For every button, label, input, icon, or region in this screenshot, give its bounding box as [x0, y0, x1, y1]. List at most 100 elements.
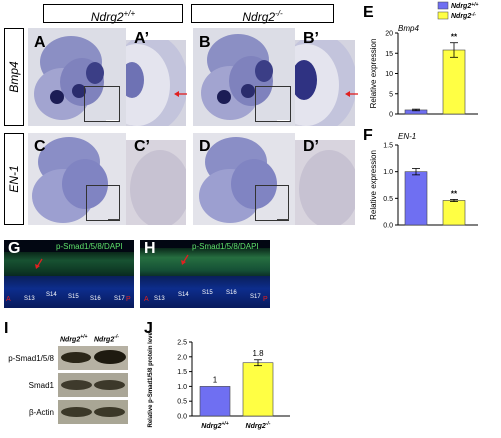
panel-label-e: E — [363, 4, 374, 21]
y-tick-label: 0.0 — [383, 223, 393, 230]
panel-h-stain-label: p-Smad1/5/8/DAPI — [192, 242, 259, 251]
somite-label: S15 — [202, 290, 213, 296]
y-tick-label: 1.5 — [177, 369, 187, 376]
somite-label: S17 — [114, 296, 125, 302]
significance-mark: ** — [451, 33, 458, 42]
somite-label: S15 — [68, 294, 79, 300]
somite-label: S13 — [24, 296, 35, 302]
western-col-wt-base: Ndrg2 — [60, 336, 81, 344]
header-wildtype: Ndrg2+/+ — [43, 4, 183, 24]
legend-label: Ndrg2+/+ — [451, 2, 479, 10]
red-arrow-b-prime — [345, 91, 358, 97]
chart-f-en1: 0.0 0.5 1.0 1.5 Relative expression ** — [369, 143, 478, 230]
y-tick-label: 1.0 — [177, 384, 187, 391]
western-blot-p-smad — [58, 346, 128, 370]
panel-label-c: C — [34, 138, 46, 155]
y-tick-label: 0.0 — [177, 414, 187, 421]
panel-label-f: F — [363, 127, 373, 144]
panel-b-embryo-image — [193, 28, 295, 126]
western-col-ko-sup: -/- — [114, 334, 119, 340]
panel-c-embryo-image — [28, 133, 126, 225]
anterior-label-g: A — [6, 296, 11, 303]
western-row-label: β-Actin — [28, 408, 54, 417]
data-label: 1 — [213, 375, 218, 384]
header-knockout: Ndrg2-/- — [191, 4, 334, 24]
western-col-header-ko: Ndrg2-/- — [94, 334, 119, 343]
chart-j-p-smad-level: 0.0 0.5 1.0 1.5 2.0 2.5 Relative p-Smad1/5/8 p… — [148, 330, 290, 430]
header-knockout-sup: -/- — [275, 9, 283, 18]
western-row-label: p-Smad1/5/8 — [8, 354, 54, 363]
anterior-label-h: A — [144, 296, 149, 303]
legend-label: Ndrg2-/- — [451, 12, 476, 20]
panel-a-inset-box — [84, 86, 120, 122]
panel-label-i: I — [4, 320, 9, 337]
legend-swatch — [437, 1, 449, 10]
y-tick-label: 20 — [385, 31, 393, 38]
somite-label: S16 — [226, 290, 237, 296]
panel-label-d-prime: D’ — [303, 138, 319, 155]
row-label-en1: EN-1 — [7, 165, 21, 193]
western-col-wt-sup: +/+ — [80, 334, 88, 340]
panel-label-a-prime: A’ — [134, 30, 150, 47]
western-blot-smad1 — [58, 373, 128, 397]
posterior-label-h: P — [263, 296, 268, 303]
x-tick-label: Ndrg2+/+ — [201, 421, 229, 430]
panel-g-stain-label: p-Smad1/5/8/DAPI — [56, 242, 123, 251]
bar — [442, 49, 466, 115]
panel-a-embryo-image — [28, 28, 126, 126]
y-tick-label: 0.5 — [383, 196, 393, 203]
bar — [242, 362, 274, 417]
red-arrow-g — [35, 258, 43, 269]
panel-label-b: B — [199, 34, 211, 51]
chart-e-title: Bmp4 — [398, 24, 419, 33]
somite-label: S16 — [90, 296, 101, 302]
somite-label: S17 — [250, 294, 261, 300]
red-arrow-h — [181, 254, 189, 265]
bar — [199, 386, 231, 417]
scale-bar — [106, 120, 118, 121]
panel-d-prime-zoom-image — [295, 140, 355, 225]
western-col-ko-base: Ndrg2 — [94, 336, 115, 344]
western-col-header-wt: Ndrg2+/+ — [60, 334, 87, 343]
header-knockout-base: Ndrg2 — [242, 10, 276, 24]
scale-bar — [277, 219, 289, 220]
y-tick-label: 1.0 — [383, 169, 393, 176]
row-label-bmp4-box: Bmp4 — [4, 28, 24, 126]
panel-b-prime-zoom-image — [295, 40, 355, 126]
panel-label-c-prime: C’ — [134, 138, 150, 155]
y-tick-label: 2.5 — [177, 340, 187, 347]
panel-b-inset-box — [255, 86, 291, 122]
y-tick-label: 0 — [389, 112, 393, 119]
panel-label-g: G — [8, 240, 21, 257]
chart-e-bmp4: 0 5 10 15 20 Relative expression ** Ndrg2+/+ Ndr… — [369, 1, 479, 119]
y-tick-label: 5 — [389, 91, 393, 98]
bar — [404, 171, 428, 226]
y-tick-label: 0.5 — [177, 399, 187, 406]
y-axis-label: Relative p-Smad1/5/8 protein level — [148, 330, 154, 427]
western-row-label: Smad1 — [28, 381, 54, 390]
header-wildtype-sup: +/+ — [123, 9, 136, 18]
panel-g-fluorescence-image — [4, 240, 134, 308]
data-label: 1.8 — [252, 349, 264, 358]
header-wildtype-base: Ndrg2 — [90, 10, 124, 24]
y-axis-label: Relative expression — [369, 39, 378, 109]
panel-label-h: H — [144, 240, 156, 257]
x-tick-label: Ndrg2-/- — [246, 421, 271, 430]
western-blot-beta-actin — [58, 400, 128, 424]
row-label-en1-box: EN-1 — [4, 133, 24, 225]
scale-bar — [277, 120, 289, 121]
significance-mark: ** — [451, 189, 458, 198]
chart-f-title: EN-1 — [398, 132, 417, 141]
somite-label: S14 — [46, 292, 57, 298]
panel-c-inset-box — [86, 185, 120, 221]
scale-bar — [108, 219, 120, 220]
bar — [442, 200, 466, 226]
panel-label-a: A — [34, 34, 46, 51]
somite-label: S14 — [178, 292, 189, 298]
panel-d-embryo-image — [193, 133, 295, 225]
panel-d-inset-box — [255, 185, 289, 221]
panel-label-b-prime: B’ — [303, 30, 319, 47]
row-label-bmp4: Bmp4 — [7, 61, 21, 93]
panel-label-j: J — [144, 320, 153, 337]
y-tick-label: 2.0 — [177, 354, 187, 361]
